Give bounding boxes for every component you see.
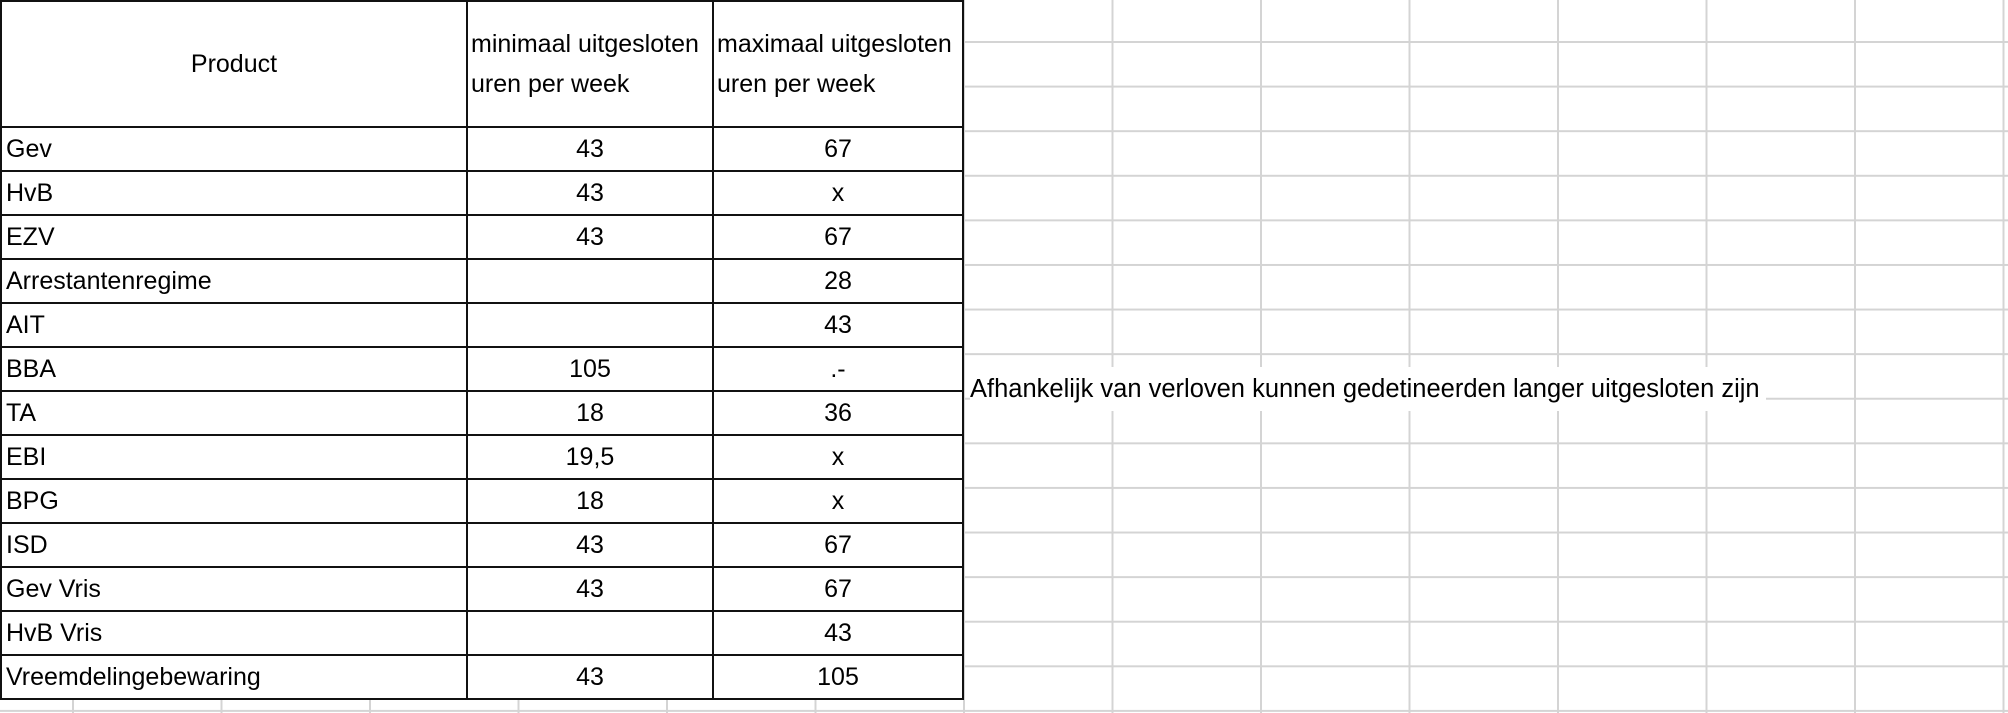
- max-hours-cell[interactable]: x: [712, 478, 964, 524]
- header-product[interactable]: Product: [0, 0, 468, 128]
- max-hours-cell[interactable]: 43: [712, 610, 964, 656]
- product-cell[interactable]: Vreemdelingebewaring: [0, 654, 468, 700]
- table-row: EZV 43 67: [0, 214, 964, 260]
- table-row: BPG 18 x: [0, 478, 964, 524]
- table-row: TA 18 36: [0, 390, 964, 436]
- product-cell[interactable]: BBA: [0, 346, 468, 392]
- table-row: Gev Vris 43 67: [0, 566, 964, 612]
- table-row: HvB Vris 43: [0, 610, 964, 656]
- header-row: Product minimaal uitgesloten uren per we…: [0, 0, 964, 128]
- product-cell[interactable]: HvB Vris: [0, 610, 468, 656]
- min-hours-cell[interactable]: [466, 302, 714, 348]
- product-cell[interactable]: EBI: [0, 434, 468, 480]
- table-row: Vreemdelingebewaring 43 105: [0, 654, 964, 700]
- product-cell[interactable]: HvB: [0, 170, 468, 216]
- min-hours-cell[interactable]: 43: [466, 214, 714, 260]
- max-hours-cell[interactable]: 67: [712, 214, 964, 260]
- min-hours-cell[interactable]: 18: [466, 390, 714, 436]
- min-hours-cell[interactable]: [466, 258, 714, 304]
- max-hours-cell[interactable]: x: [712, 434, 964, 480]
- min-hours-cell[interactable]: 19,5: [466, 434, 714, 480]
- product-cell[interactable]: ISD: [0, 522, 468, 568]
- product-cell[interactable]: Gev Vris: [0, 566, 468, 612]
- table-row: AIT 43: [0, 302, 964, 348]
- header-min[interactable]: minimaal uitgesloten uren per week: [466, 0, 714, 128]
- min-hours-cell[interactable]: 18: [466, 478, 714, 524]
- min-hours-cell[interactable]: 43: [466, 126, 714, 172]
- max-hours-cell[interactable]: 28: [712, 258, 964, 304]
- min-hours-cell[interactable]: 43: [466, 170, 714, 216]
- product-cell[interactable]: BPG: [0, 478, 468, 524]
- min-hours-cell[interactable]: 43: [466, 566, 714, 612]
- table-row: Gev 43 67: [0, 126, 964, 172]
- min-hours-cell[interactable]: 43: [466, 654, 714, 700]
- product-cell[interactable]: TA: [0, 390, 468, 436]
- max-hours-cell[interactable]: 67: [712, 522, 964, 568]
- hours-table: Product minimaal uitgesloten uren per we…: [0, 0, 964, 700]
- table-row: BBA 105 .-: [0, 346, 964, 392]
- product-cell[interactable]: Arrestantenregime: [0, 258, 468, 304]
- min-hours-cell[interactable]: [466, 610, 714, 656]
- max-hours-cell[interactable]: 67: [712, 126, 964, 172]
- max-hours-cell[interactable]: 36: [712, 390, 964, 436]
- product-cell[interactable]: EZV: [0, 214, 468, 260]
- header-max[interactable]: maximaal uitgesloten uren per week: [712, 0, 964, 128]
- max-hours-cell[interactable]: .-: [712, 346, 964, 392]
- table-row: HvB 43 x: [0, 170, 964, 216]
- product-cell[interactable]: AIT: [0, 302, 468, 348]
- note-cell[interactable]: Afhankelijk van verloven kunnen gedetine…: [970, 367, 1766, 411]
- table-row: Arrestantenregime 28: [0, 258, 964, 304]
- min-hours-cell[interactable]: 43: [466, 522, 714, 568]
- max-hours-cell[interactable]: 67: [712, 566, 964, 612]
- max-hours-cell[interactable]: 105: [712, 654, 964, 700]
- table-row: ISD 43 67: [0, 522, 964, 568]
- product-cell[interactable]: Gev: [0, 126, 468, 172]
- max-hours-cell[interactable]: x: [712, 170, 964, 216]
- min-hours-cell[interactable]: 105: [466, 346, 714, 392]
- max-hours-cell[interactable]: 43: [712, 302, 964, 348]
- table-row: EBI 19,5 x: [0, 434, 964, 480]
